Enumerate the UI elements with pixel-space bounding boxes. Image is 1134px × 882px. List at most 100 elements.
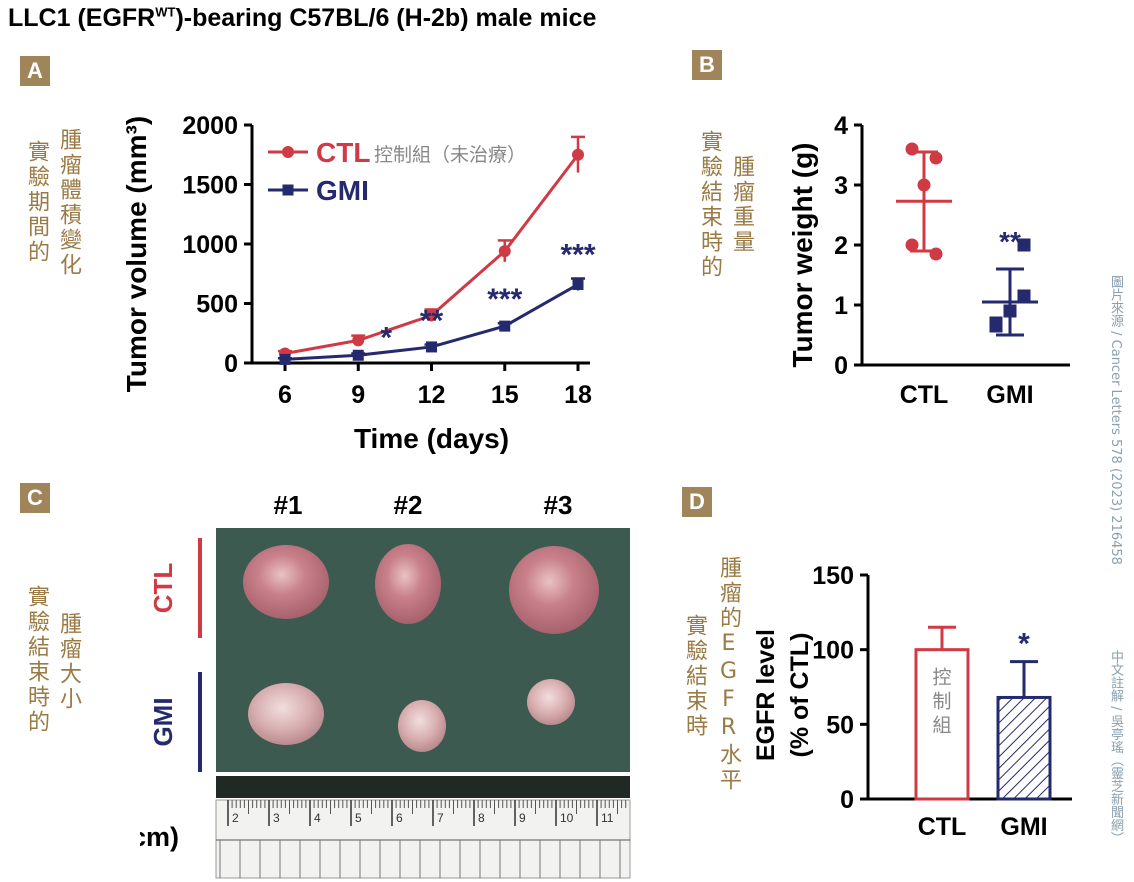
chart-a-significance: ** [420, 305, 444, 338]
chart-a-x-tick-label: 15 [491, 381, 519, 409]
chart-a-legend-marker [282, 146, 294, 158]
chart-b-point-ctl [905, 142, 919, 156]
annotation-b-line2: 實驗結束時的 [697, 130, 722, 280]
tumor-gmi-2 [398, 700, 446, 752]
chart-a-y-tick-label: 500 [196, 291, 238, 319]
chart-d-y-tick-label: 0 [840, 786, 854, 814]
chart-a-y-tick-label: 0 [224, 350, 238, 378]
chart-d-y-label: EGFR level [752, 629, 780, 761]
chart-d-bar-note: 組 [932, 715, 951, 737]
panel-label-c: C [20, 483, 50, 513]
chart-b-y-tick-label: 3 [834, 172, 848, 200]
chart-b-y-tick-label: 2 [834, 232, 848, 260]
chart-a-legend-marker [282, 184, 294, 196]
chart-a-y-tick-label: 1000 [182, 231, 238, 259]
chart-a-point-ctl [498, 245, 511, 258]
chart-a-point-gmi [572, 278, 584, 290]
ruler-number: 7 [437, 811, 444, 825]
chart-b-x-tick-label: CTL [900, 381, 949, 409]
tumor-gmi-1 [248, 683, 324, 745]
annotation-a-line1: 腫瘤體積變化 [56, 128, 81, 278]
annotation-credit: 中文註解 / 吳亭瑤（靈芝新聞網） [1108, 650, 1123, 845]
annotation-b-line1: 腫瘤重量 [729, 155, 754, 255]
chart-a-x-tick-label: 6 [278, 381, 292, 409]
chart-a-significance: * [380, 321, 392, 354]
chart-a: 0 500 1000 1500 2000 6 9 12 15 18 Time (days) Tumor… [121, 112, 596, 454]
panel-label-a: A [20, 56, 50, 86]
panel-label-d: D [682, 487, 712, 517]
chart-a-x-label: Time (days) [354, 423, 509, 454]
chart-a-point-ctl [572, 148, 584, 161]
chart-d-y-tick-label: 150 [812, 562, 854, 590]
ruler-number: 10 [560, 811, 574, 825]
ruler-number: 3 [273, 811, 280, 825]
chart-b-y-label: Tumor weight (g) [787, 143, 818, 368]
chart-a-significance: *** [560, 239, 595, 272]
tumor-photo-panel: #1 #2 #3 2 3 4 5 6 7 8 9 10 11 CTL GMI (cm) [140, 490, 631, 879]
chart-a-legend-label: CTL [316, 137, 370, 168]
chart-b-significance: ** [999, 226, 1021, 257]
chart-a-significance: *** [487, 283, 522, 316]
chart-a-point-gmi [352, 349, 364, 361]
ruler-unit: (cm) [140, 822, 179, 852]
annotation-d-line2: 實驗結束時 [682, 614, 707, 739]
chart-d-y-tick-label: 100 [812, 637, 854, 665]
chart-d-y-label-unit: (% of CTL) [786, 633, 814, 758]
chart-a-y-tick-label: 2000 [182, 112, 238, 140]
panel-label-b: B [692, 50, 722, 80]
chart-b-point-ctl [917, 178, 931, 192]
annotation-c-line2: 實驗結束時的 [24, 585, 49, 735]
ruler [215, 799, 631, 879]
chart-d: 0 50 100 150 EGFR level (% of CTL) CTL GMI * 控制組 [752, 562, 1072, 841]
ctl-chinese-note: 控制組（未治療） [374, 144, 526, 166]
ruler-number: 11 [601, 811, 614, 825]
chart-b-y-tick-label: 0 [834, 352, 848, 380]
chart-b-point-ctl [929, 151, 943, 165]
chart-d-bar-note: 制 [932, 691, 951, 713]
chart-b-point-gmi [1003, 304, 1017, 318]
chart-a-point-ctl [425, 309, 438, 322]
tumor-gmi-3 [527, 679, 575, 725]
chart-d-y-tick-label: 50 [826, 711, 854, 739]
chart-a-y-tick-label: 1500 [182, 172, 238, 200]
annotation-a-line2: 實驗期間的 [24, 140, 49, 265]
chart-d-significance: * [1018, 628, 1030, 661]
photo-strip [216, 776, 630, 798]
chart-a-x-tick-label: 12 [418, 381, 446, 409]
annotation-c-line1: 腫瘤大小 [56, 612, 81, 712]
tumor-ctl-3 [509, 546, 599, 634]
chart-d-x-tick-label: CTL [918, 813, 967, 841]
figure-title: LLC1 (EGFRWT)-bearing C57BL/6 (H-2b) mal… [8, 4, 597, 32]
chart-b: 0 1 2 3 4 Tumor weight (g) CTL GMI ** [787, 112, 1070, 409]
ruler-number: 5 [355, 811, 362, 825]
tumor-ctl-1 [243, 545, 329, 619]
chart-d-x-tick-label: GMI [1000, 813, 1047, 841]
photo-row-gmi: GMI [148, 697, 178, 746]
photo-row-ctl: CTL [148, 563, 178, 614]
ruler-number: 6 [396, 811, 403, 825]
photo-column-2: #2 [394, 490, 423, 520]
chart-b-point-gmi [989, 319, 1003, 333]
chart-a-point-gmi [426, 341, 437, 353]
tumor-ctl-2 [375, 544, 441, 624]
chart-b-point-ctl [929, 247, 943, 261]
chart-b-x-tick-label: GMI [986, 381, 1033, 409]
ruler-ticks: 2 3 4 5 6 7 8 9 10 11 [216, 800, 630, 878]
chart-a-x-tick-label: 18 [564, 381, 592, 409]
chart-d-bar-ctl [914, 648, 970, 801]
photo-column-1: #1 [274, 490, 303, 520]
ruler-number: 9 [519, 811, 526, 825]
ruler-number: 4 [314, 811, 321, 825]
chart-a-point-ctl [352, 334, 365, 347]
chart-d-bar-note: 控 [932, 667, 951, 689]
chart-a-y-label: Tumor volume (mm³) [121, 116, 152, 392]
ruler-number: 2 [232, 811, 239, 825]
ruler-number: 8 [478, 811, 485, 825]
photo-column-3: #3 [544, 490, 573, 520]
annotation-d-line1: 腫瘤的EGFR水平 [716, 556, 741, 793]
chart-b-y-tick-label: 4 [834, 112, 848, 140]
chart-a-legend-label: GMI [316, 175, 369, 206]
source-credit: 圖片來源 / Cancer Letters 578 (2023) 216458 [1108, 275, 1123, 565]
chart-d-bar-gmi [996, 695, 1052, 801]
chart-a-x-tick-label: 9 [351, 381, 365, 409]
